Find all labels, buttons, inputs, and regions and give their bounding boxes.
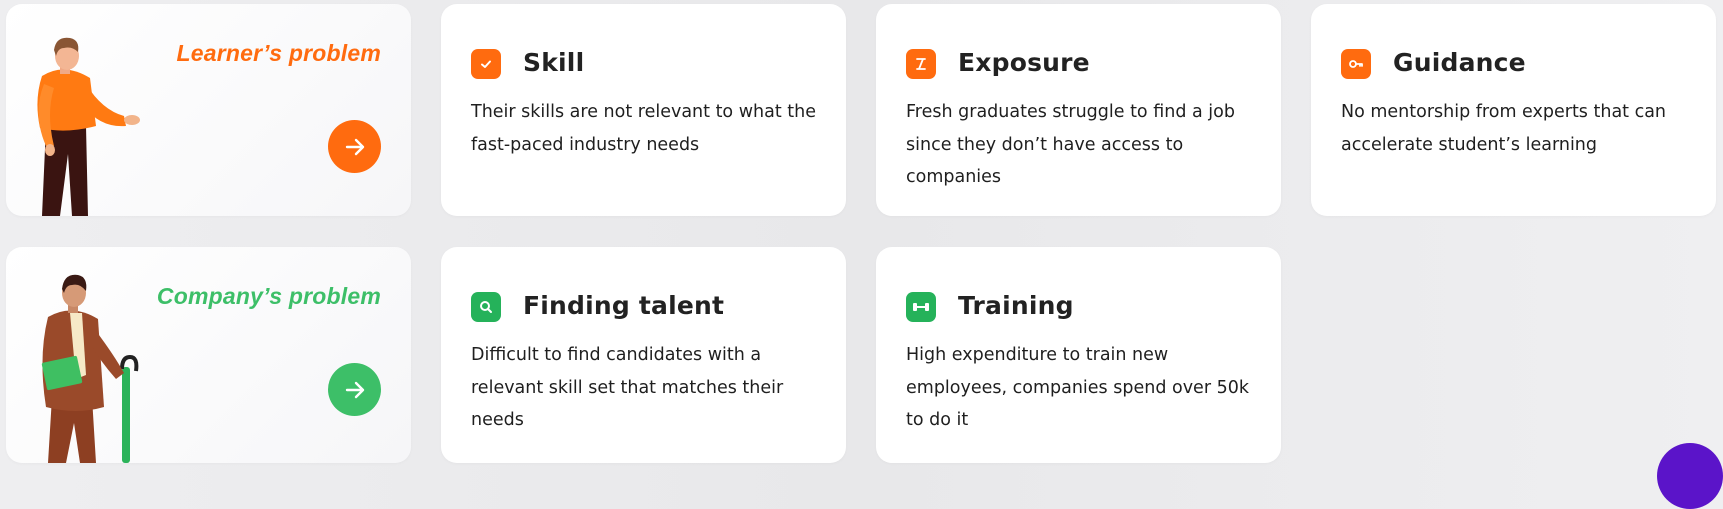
key-icon	[1341, 49, 1371, 79]
arrow-right-icon	[345, 138, 364, 155]
training-title: Training	[958, 291, 1074, 320]
company-arrow-button[interactable]	[328, 363, 381, 416]
learner-illustration	[37, 37, 140, 216]
finding-talent-description: Difficult to find candidates with a rele…	[471, 345, 784, 430]
learner-problem-card: Learner’s problem	[6, 4, 411, 216]
company-illustration	[41, 274, 139, 463]
company-problem-card: Company’s problem	[6, 247, 411, 463]
guidance-description: No mentorship from experts that can acce…	[1341, 102, 1667, 155]
training-description: High expenditure to train new employees,…	[906, 345, 1249, 430]
search-icon	[471, 292, 501, 322]
learner-arrow-button[interactable]	[328, 120, 381, 173]
chat-bubble-button[interactable]	[1657, 443, 1723, 509]
finding-talent-card: Finding talent Difficult to find candida…	[441, 247, 846, 463]
guidance-card: Guidance No mentorship from experts that…	[1311, 4, 1716, 216]
ladder-icon	[906, 49, 936, 79]
finding-talent-title: Finding talent	[523, 291, 725, 320]
dumbbell-icon	[906, 292, 936, 322]
skill-description: Their skills are not relevant to what th…	[471, 102, 816, 155]
checkmark-icon	[471, 49, 501, 79]
guidance-title: Guidance	[1393, 48, 1526, 77]
learner-problem-title: Learner’s problem	[176, 40, 381, 66]
training-card: Training High expenditure to train new e…	[876, 247, 1281, 463]
company-problem-title: Company’s problem	[156, 283, 381, 309]
exposure-card: Exposure Fresh graduates struggle to fin…	[876, 4, 1281, 216]
exposure-description: Fresh graduates struggle to find a job s…	[906, 102, 1235, 187]
arrow-right-icon	[345, 381, 364, 398]
skill-title: Skill	[523, 48, 585, 77]
skill-card: Skill Their skills are not relevant to w…	[441, 4, 846, 216]
exposure-title: Exposure	[958, 48, 1090, 77]
